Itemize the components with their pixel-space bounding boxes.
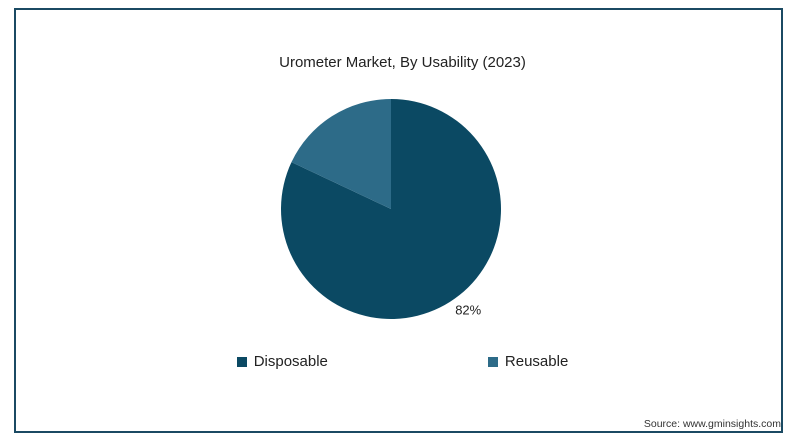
legend-label-reusable: Reusable [504, 353, 569, 370]
legend-swatch-reusable [487, 356, 498, 367]
legend: Disposable Reusable [0, 353, 805, 370]
data-label-disposable: 82% [455, 303, 481, 318]
legend-item-disposable: Disposable [236, 353, 328, 370]
legend-item-reusable: Reusable [487, 353, 569, 370]
legend-label-disposable: Disposable [253, 353, 328, 370]
legend-swatch-disposable [236, 356, 247, 367]
pie-slice-reusable [291, 99, 391, 209]
source-note: Source: www.gminsights.com [643, 418, 781, 430]
chart-title: Urometer Market, By Usability (2023) [279, 54, 526, 71]
